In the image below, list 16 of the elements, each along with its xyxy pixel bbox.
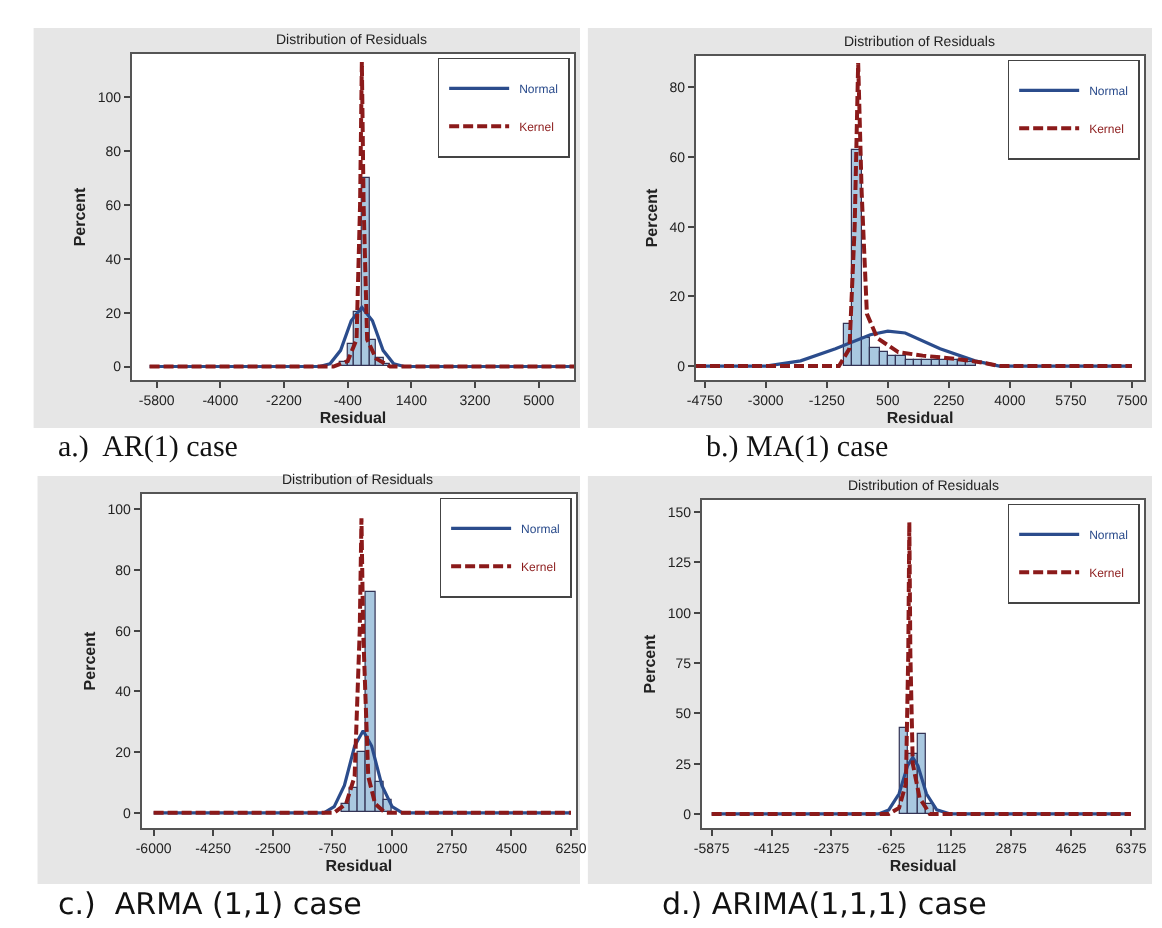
- y-axis-title: Percent: [80, 630, 99, 691]
- line-series: [147, 60, 575, 369]
- text: a.) AR(1) case: [58, 432, 239, 464]
- x-axis-title: Residual: [325, 857, 393, 875]
- line-series: [709, 520, 1133, 816]
- x-axis-title: Residual: [886, 409, 954, 427]
- line-series: [695, 60, 1134, 369]
- text: c.) ARMA (1,1) case: [58, 886, 362, 922]
- y-axis-title: Percent: [641, 633, 660, 694]
- text: b.) MA(1) case: [706, 432, 890, 464]
- x-axis-title: Residual: [889, 857, 957, 875]
- text: d.) ARIMA(1,1,1) case: [662, 886, 987, 922]
- x-axis-title: Residual: [319, 409, 387, 427]
- line-series: [151, 516, 573, 815]
- y-axis-title: Percent: [642, 187, 661, 248]
- y-axis-title: Percent: [71, 186, 90, 247]
